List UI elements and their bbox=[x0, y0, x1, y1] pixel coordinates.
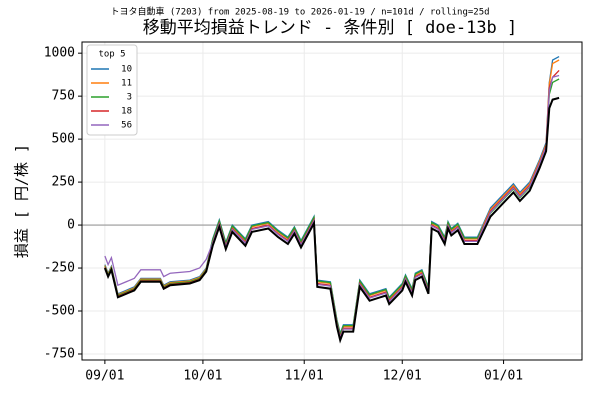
y-tick-label: -750 bbox=[44, 346, 75, 361]
plot-area bbox=[82, 42, 582, 360]
y-tick-label: 250 bbox=[52, 175, 75, 190]
y-tick-label: 750 bbox=[52, 89, 75, 104]
legend-label: 3 bbox=[127, 93, 132, 103]
y-tick-label: -500 bbox=[44, 304, 75, 319]
legend-title: top 5 bbox=[98, 50, 125, 60]
y-tick-label: 500 bbox=[52, 132, 75, 147]
legend-label: 56 bbox=[121, 121, 132, 131]
series-line bbox=[104, 56, 560, 336]
legend-label: 10 bbox=[121, 65, 132, 75]
y-tick-label: 1000 bbox=[44, 46, 75, 61]
y-tick-label: 0 bbox=[67, 218, 75, 233]
chart-subtitle: トヨタ自動車 (7203) from 2025-08-19 to 2026-01… bbox=[110, 6, 489, 18]
series-line bbox=[104, 74, 560, 340]
x-tick-label: 01/01 bbox=[484, 369, 523, 384]
series-line bbox=[103, 96, 560, 344]
y-axis-label: 損益 [ 円/株 ] bbox=[13, 144, 31, 258]
x-tick-label: 11/01 bbox=[285, 369, 324, 384]
legend-box bbox=[86, 44, 138, 136]
x-tick-label: 12/01 bbox=[383, 369, 422, 384]
x-tick-label: 10/01 bbox=[183, 369, 222, 384]
legend-label: 11 bbox=[121, 79, 132, 89]
y-tick-label: -250 bbox=[44, 261, 75, 276]
chart-title: 移動平均損益トレンド - 条件別 [ doe-13b ] bbox=[143, 18, 518, 38]
plot-frame bbox=[81, 41, 583, 361]
legend-label: 18 bbox=[121, 107, 132, 117]
x-tick-label: 09/01 bbox=[85, 369, 124, 384]
